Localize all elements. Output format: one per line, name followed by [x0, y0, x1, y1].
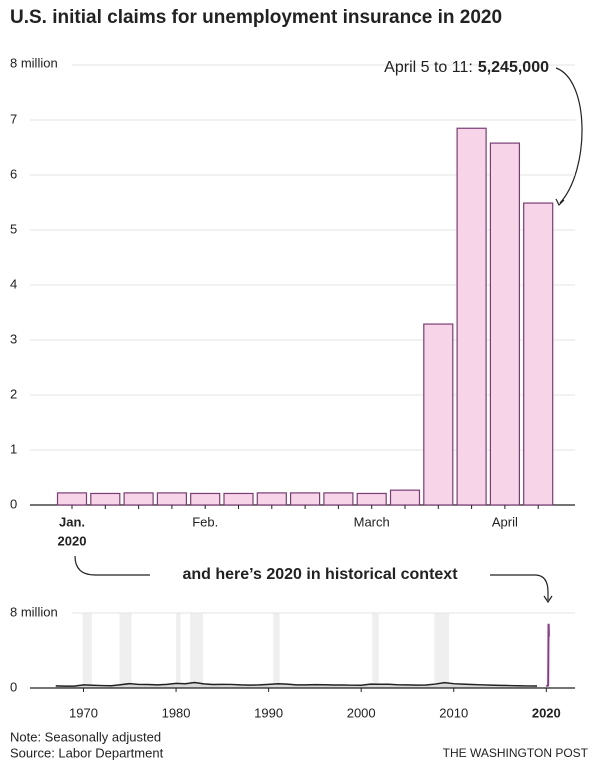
x-tick-label: 1990: [254, 705, 283, 720]
bar: [123, 492, 154, 506]
bar: [489, 142, 520, 506]
bar: [190, 492, 221, 506]
bar: [523, 202, 554, 506]
credit: THE WASHINGTON POST: [443, 746, 589, 760]
y-tick-label: 8 million: [10, 604, 58, 619]
bar: [356, 492, 387, 506]
annotation: April 5 to 11: 5,245,000: [384, 59, 549, 76]
history-line: [55, 681, 538, 687]
x-tick-label: 2020: [532, 705, 561, 720]
recession-band: [189, 613, 203, 688]
x-tick-label: April: [492, 514, 518, 529]
bar: [223, 492, 254, 506]
y-tick-label: 7: [10, 111, 17, 126]
x-tick-label: 2010: [439, 705, 468, 720]
bar: [90, 492, 121, 506]
recession-band: [434, 613, 450, 688]
y-tick-label: 3: [10, 331, 17, 346]
recession-band: [273, 613, 280, 688]
x-tick-label: 1980: [162, 705, 191, 720]
recession-band: [119, 613, 132, 688]
x-year-label: 2020: [58, 533, 87, 548]
x-tick-label: Feb.: [192, 514, 218, 529]
context-arrow: [74, 555, 549, 600]
x-tick-label: 2000: [347, 705, 376, 720]
annotation-arrow: [555, 67, 583, 204]
annotation-value: 5,245,000: [478, 59, 549, 76]
y-tick-label: 6: [10, 166, 17, 181]
arrow-head: [555, 198, 565, 207]
spike-line: [546, 623, 550, 687]
x-tick-label: March: [354, 514, 390, 529]
note: Note: Seasonally adjusted: [10, 729, 161, 744]
recession-band: [372, 613, 379, 688]
bar: [456, 127, 487, 506]
y-tick-label: 0: [10, 496, 17, 511]
y-tick-label: 2: [10, 386, 17, 401]
x-tick-label: Jan.: [59, 514, 85, 529]
annotation-label: April 5 to 11:: [384, 59, 473, 76]
bar: [290, 492, 321, 506]
annotation: and here’s 2020 in historical context: [182, 566, 458, 583]
bar: [156, 492, 187, 506]
chart-title: U.S. initial claims for unemployment ins…: [10, 7, 502, 28]
y-tick-label: 0: [10, 679, 17, 694]
x-tick-label: 1970: [69, 705, 98, 720]
arrow-head: [543, 595, 553, 604]
bar: [56, 492, 88, 506]
bar: [389, 489, 421, 506]
recession-band: [176, 613, 181, 688]
y-tick-label: 4: [10, 276, 17, 291]
source: Source: Labor Department: [10, 745, 164, 760]
y-tick-label: 5: [10, 221, 17, 236]
y-tick-label: 1: [10, 441, 17, 456]
recession-band: [82, 613, 92, 688]
y-tick-label: 8 million: [10, 55, 58, 70]
bar: [423, 323, 454, 506]
bar: [256, 492, 287, 506]
bar: [323, 492, 354, 506]
